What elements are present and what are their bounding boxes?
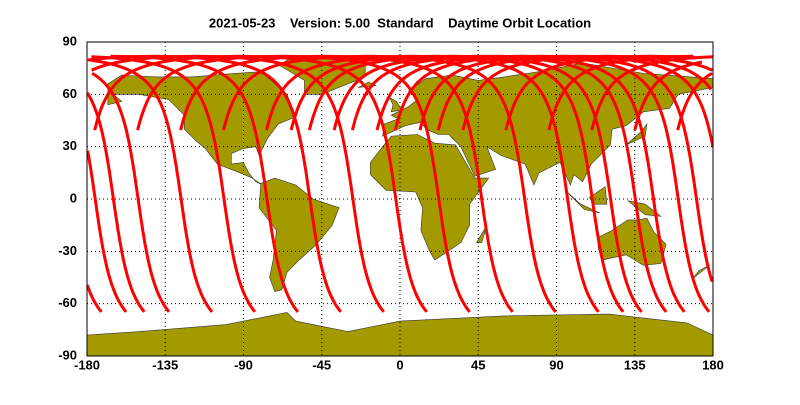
y-tick-label: -60 [58,295,77,310]
orbit-tracks [87,54,713,313]
map-title: 2021-05-23 Version: 5.00 Standard Daytim… [209,15,591,30]
orbit-track [436,54,713,131]
orbit-track [179,54,514,313]
x-tick-label: -90 [234,357,253,372]
x-tick-label: -180 [74,357,100,372]
orbit-track [393,54,713,283]
orbit-track [289,54,625,313]
land [370,134,490,261]
x-tick-label: 135 [624,357,646,372]
orbit-track [87,91,146,313]
orbit-track [265,54,600,313]
orbit-track [91,54,385,313]
land [382,62,713,186]
orbit-track [87,150,128,313]
orbit-track [136,54,471,313]
x-tick-label: 180 [702,357,724,372]
x-tick-label: -135 [152,357,178,372]
x-tick-label: 45 [471,357,485,372]
x-tick-label: -45 [312,357,331,372]
x-tick-label: 0 [396,357,403,372]
orbit-track [332,54,668,313]
orbit-track [91,72,171,313]
orbit-track [307,54,643,313]
y-tick-label: 0 [70,190,77,205]
y-tick-label: 90 [63,33,77,48]
land [564,190,601,214]
orbit-track [222,54,557,313]
orbit-track [91,55,257,313]
x-tick-label: 90 [549,357,563,372]
orbit-track [90,54,342,313]
orbit-track [93,54,428,313]
y-tick-label: 60 [63,86,77,101]
orbit-track [350,54,686,313]
land [691,265,710,280]
plot-frame [86,41,714,357]
orbit-track [87,284,103,313]
y-tick-label: -90 [58,347,77,362]
land [475,225,488,243]
orbit-track [375,54,711,313]
y-tick-label: -30 [58,243,77,258]
orbit-track [676,72,713,131]
y-tick-label: 30 [63,138,77,153]
orbit-track [87,58,214,313]
